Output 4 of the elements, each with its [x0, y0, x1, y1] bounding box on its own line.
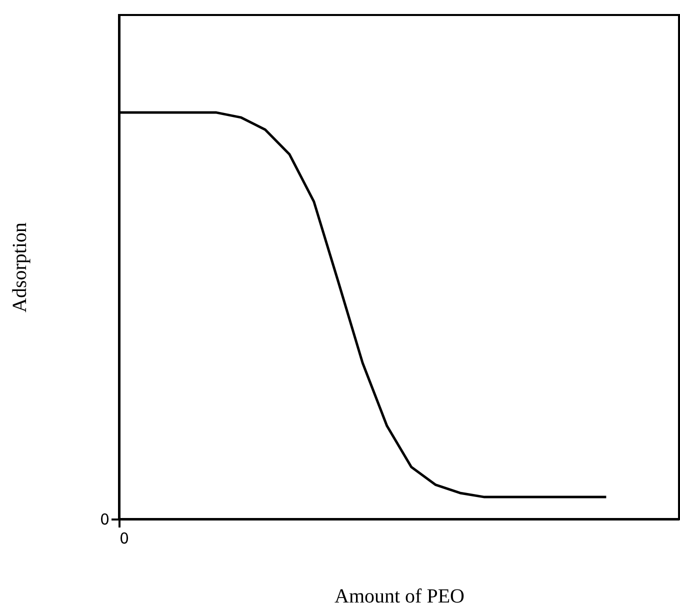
x-axis-title: Amount of PEO — [334, 586, 464, 604]
text: 0 — [120, 530, 130, 548]
y-axis-title: Adsorption — [8, 222, 31, 312]
annotation: 0 — [100, 510, 110, 528]
